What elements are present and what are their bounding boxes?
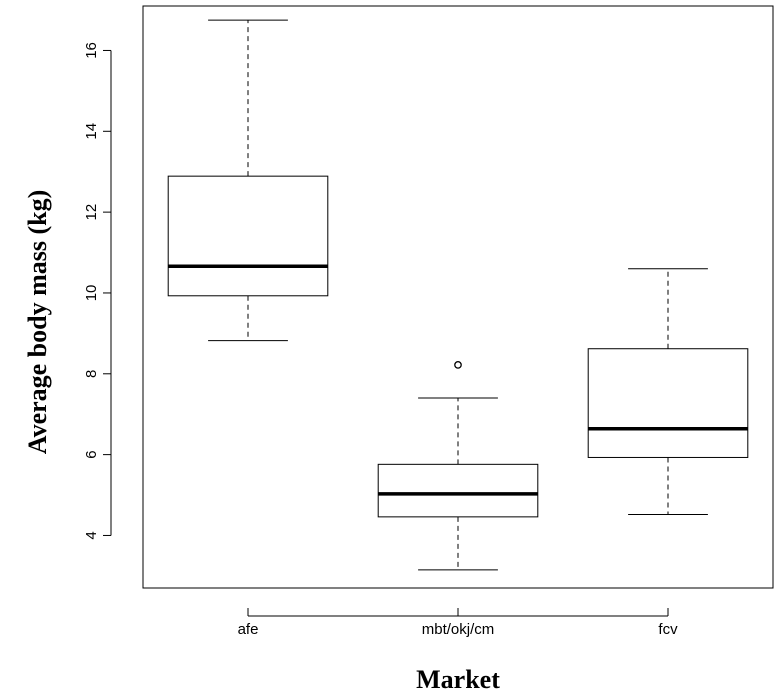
- y-axis-title: Average body mass (kg): [23, 190, 52, 455]
- y-tick-label: 10: [83, 285, 100, 302]
- iqr-box: [587, 348, 749, 458]
- outlier-point: [454, 361, 462, 369]
- y-tick-label: 6: [83, 450, 100, 458]
- x-tick-label: afe: [238, 621, 259, 638]
- y-tick-label: 8: [83, 370, 100, 378]
- plot-frame: [142, 5, 774, 589]
- x-tick-label: fcv: [658, 621, 678, 638]
- x-axis-title: Market: [416, 665, 500, 694]
- box-3: [587, 268, 749, 515]
- y-tick-label: 4: [83, 531, 100, 539]
- y-tick-label: 12: [83, 204, 100, 221]
- boxes: [167, 19, 749, 571]
- x-axis: afe mbt/okj/cm fcv: [238, 608, 678, 638]
- y-tick-label: 14: [83, 123, 100, 140]
- iqr-box: [377, 463, 539, 518]
- box-1: [167, 19, 329, 342]
- x-tick-label: mbt/okj/cm: [422, 621, 495, 638]
- box-2: [377, 361, 539, 571]
- iqr-box: [167, 175, 329, 297]
- y-axis: 4 6 8 10 12 14 16: [83, 42, 112, 540]
- y-tick-label: 16: [83, 42, 100, 59]
